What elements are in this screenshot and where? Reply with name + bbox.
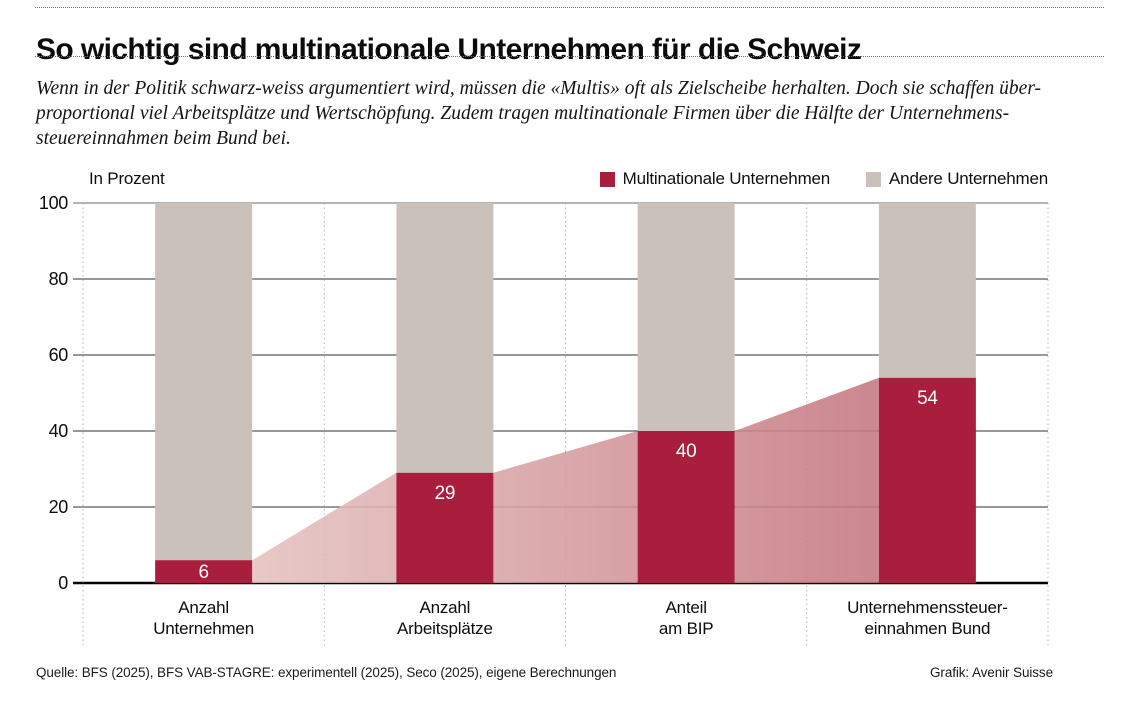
bar-segment-multinationale <box>155 560 253 583</box>
connecting-band <box>493 431 638 583</box>
y-axis-unit-label: In Prozent <box>89 169 165 188</box>
category-label: Anteil am BIP <box>658 598 714 638</box>
chart-legend: Multinationale Unternehmen Andere Untern… <box>599 169 1048 189</box>
source-note: Quelle: BFS (2025), BFS VAB-STAGRE: expe… <box>36 665 617 680</box>
page-title: So wichtig sind multinationale Unternehm… <box>36 33 862 67</box>
legend-label: Andere Unternehmen <box>889 169 1048 188</box>
bar-value-label: 40 <box>676 441 697 462</box>
bar-value-label: 6 <box>198 562 208 583</box>
bar-segment-multinationale <box>878 377 976 583</box>
credit-note: Grafik: Avenir Suisse <box>930 665 1053 680</box>
subtitle-line: Wenn in der Politik schwarz-weiss argume… <box>36 78 1042 99</box>
category-label: Anzahl Unternehmen <box>153 598 255 638</box>
y-tick-label-100: 100 <box>38 193 68 213</box>
bar-segment-multinationale <box>396 472 494 583</box>
bar-value-label: 29 <box>435 483 456 504</box>
top-dotted-rule <box>35 7 1104 8</box>
bar-segment-andere <box>155 203 253 561</box>
subtitle-line: proportional viel Arbeitsplätze und Wert… <box>36 103 1010 124</box>
connecting-band <box>252 472 397 583</box>
title-dotted-rule <box>35 56 1104 57</box>
legend-item-andere: Andere Unternehmen <box>866 169 1048 189</box>
y-tick-label-40: 40 <box>48 421 69 441</box>
legend-swatch-red <box>599 171 615 187</box>
y-tick-label-20: 20 <box>48 497 69 517</box>
bar-segment-multinationale <box>637 431 735 583</box>
lede-paragraph: Wenn in der Politik schwarz-weiss argume… <box>36 76 1105 151</box>
category-label: Unternehmenssteuer- einnahmen Bund <box>847 598 1008 638</box>
bar-value-label: 54 <box>917 388 938 409</box>
bar-segment-andere <box>878 203 976 378</box>
legend-swatch-beige <box>866 171 882 187</box>
connecting-band <box>734 377 879 583</box>
legend-label: Multinationale Unternehmen <box>622 169 831 188</box>
y-tick-label-0: 0 <box>58 573 68 593</box>
subtitle-line: steuereinnahmen beim Bund bei. <box>36 128 291 149</box>
y-tick-label-80: 80 <box>48 269 69 289</box>
legend-item-multinationale: Multinationale Unternehmen <box>599 169 831 189</box>
y-tick-label-60: 60 <box>48 345 69 365</box>
bar-segment-andere <box>396 203 494 473</box>
category-label: Anzahl Arbeitsplätze <box>397 598 493 638</box>
bar-segment-andere <box>637 203 735 431</box>
